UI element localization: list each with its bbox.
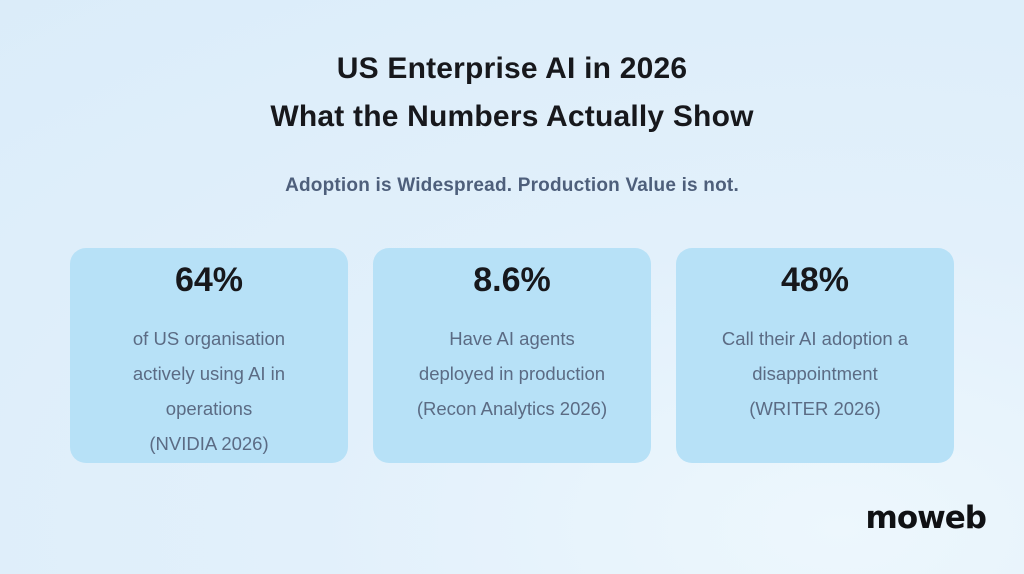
stat-card-adoption-disappointment: 48% Call their AI adoption a disappointm… bbox=[676, 248, 954, 463]
stat-card-agents-production: 8.6% Have AI agents deployed in producti… bbox=[373, 248, 651, 463]
title-line-1: US Enterprise AI in 2026 bbox=[336, 52, 688, 85]
page-title: US Enterprise AI in 2026 What the Number… bbox=[0, 45, 1024, 141]
header: US Enterprise AI in 2026 What the Number… bbox=[0, 0, 1024, 197]
subtitle: Adoption is Widespread. Production Value… bbox=[285, 175, 739, 196]
stat-cards-row: 64% of US organisation actively using AI… bbox=[0, 248, 1024, 463]
stat-value: 48% bbox=[780, 261, 850, 299]
stat-description: Have AI agents deployed in production (R… bbox=[416, 328, 608, 419]
stat-value: 64% bbox=[174, 261, 244, 299]
stat-card-ai-usage: 64% of US organisation actively using AI… bbox=[70, 248, 348, 463]
title-line-2: What the Numbers Actually Show bbox=[270, 100, 754, 133]
stat-value: 8.6% bbox=[473, 261, 551, 299]
stat-description: Call their AI adoption a disappointment … bbox=[721, 328, 909, 419]
stat-description: of US organisation actively using AI in … bbox=[132, 328, 286, 454]
moweb-logo: moweb bbox=[865, 500, 987, 536]
